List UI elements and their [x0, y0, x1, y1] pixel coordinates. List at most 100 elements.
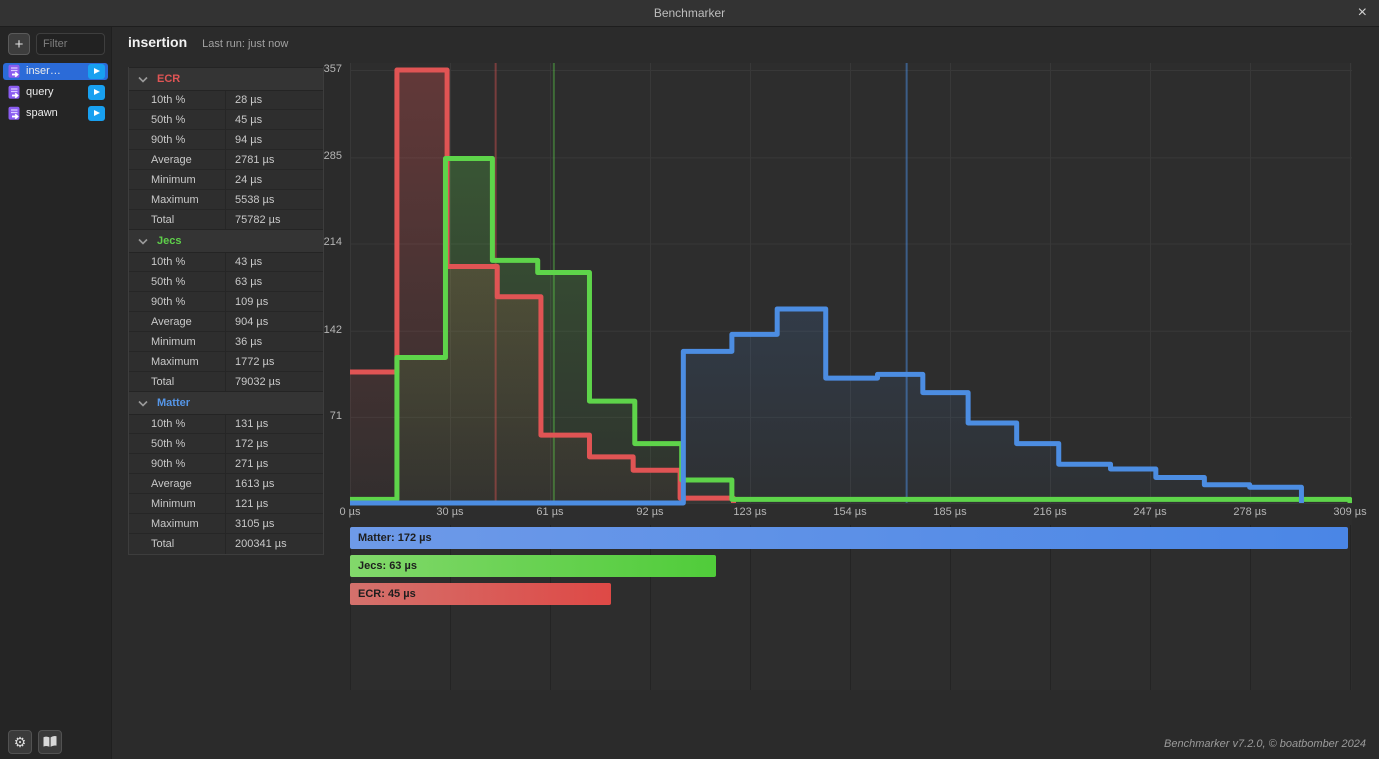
- stat-row: Total 75782 µs: [129, 210, 323, 230]
- x-tick-label: 0 µs: [339, 506, 361, 518]
- stat-label: 50th %: [129, 434, 226, 454]
- stats-panel: ECR 10th % 28 µs 50th % 45 µs 90th % 94 µs Aver…: [128, 67, 324, 555]
- stat-value: 94 µs: [235, 134, 263, 146]
- settings-button[interactable]: ⚙: [8, 730, 32, 754]
- stat-row: Average 904 µs: [129, 312, 323, 332]
- x-tick-label: 278 µs: [1233, 506, 1267, 518]
- stat-row: 90th % 109 µs: [129, 292, 323, 312]
- stat-label: 90th %: [129, 292, 226, 312]
- y-axis: 357 285 214 142 71: [296, 63, 346, 503]
- y-tick-label: 214: [323, 236, 342, 249]
- stat-row: Maximum 5538 µs: [129, 190, 323, 210]
- stat-row: 90th % 94 µs: [129, 130, 323, 150]
- stat-row: 50th % 172 µs: [129, 434, 323, 454]
- filter-input[interactable]: [36, 33, 105, 55]
- stat-label: Minimum: [129, 170, 226, 190]
- y-tick-label: 285: [323, 150, 342, 163]
- stat-label: Total: [129, 372, 226, 392]
- stat-label: 50th %: [129, 110, 226, 130]
- stat-label: Minimum: [129, 494, 226, 514]
- close-icon[interactable]: ×: [1357, 4, 1367, 21]
- stat-row: 90th % 271 µs: [129, 454, 323, 474]
- last-run-status: Last run: just now: [202, 38, 289, 50]
- sidebar: + inser… query spawn ⚙: [0, 27, 112, 759]
- stat-row: Maximum 3105 µs: [129, 514, 323, 534]
- chevron-down-icon: [138, 238, 148, 245]
- stat-value: 28 µs: [235, 94, 263, 106]
- stat-value: 271 µs: [235, 458, 269, 470]
- sidebar-item-query[interactable]: query: [3, 84, 108, 101]
- play-icon: [94, 89, 100, 95]
- stat-label: 10th %: [129, 252, 226, 272]
- chevron-down-icon: [138, 76, 148, 83]
- y-tick-label: 142: [323, 323, 342, 336]
- stat-label: Total: [129, 534, 226, 554]
- median-bar-matter: Matter: 172 µs: [350, 527, 1348, 549]
- stat-value: 109 µs: [235, 296, 269, 308]
- docs-button[interactable]: [38, 730, 62, 754]
- run-benchmark-button[interactable]: [88, 85, 105, 100]
- page-title: insertion: [128, 34, 188, 50]
- stat-value: 121 µs: [235, 498, 269, 510]
- series-line-jecs: [350, 156, 1352, 503]
- stat-row: Total 200341 µs: [129, 534, 323, 554]
- sidebar-item-spawn[interactable]: spawn: [3, 105, 108, 122]
- x-tick-label: 30 µs: [436, 506, 464, 518]
- gear-icon: ⚙: [13, 734, 27, 750]
- series-fill-jecs: [350, 158, 1350, 503]
- x-tick-label: 123 µs: [733, 506, 767, 518]
- stat-value: 2781 µs: [235, 154, 275, 166]
- benchmark-list: inser… query spawn: [0, 63, 111, 126]
- stat-row: 10th % 131 µs: [129, 414, 323, 434]
- stat-label: Maximum: [129, 190, 226, 210]
- stat-row: 50th % 63 µs: [129, 272, 323, 292]
- stat-label: 90th %: [129, 454, 226, 474]
- stat-value: 131 µs: [235, 418, 269, 430]
- stat-label: 90th %: [129, 130, 226, 150]
- section-name: Matter: [157, 397, 191, 409]
- sidebar-item-inser[interactable]: inser…: [3, 63, 108, 80]
- section-header-ecr[interactable]: ECR: [129, 68, 323, 90]
- x-tick-label: 154 µs: [833, 506, 867, 518]
- stat-label: 10th %: [129, 90, 226, 110]
- stat-row: Maximum 1772 µs: [129, 352, 323, 372]
- histogram-chart: 0 µs 30 µs 61 µs 92 µs 123 µs 154 µs 185 µs 216…: [339, 63, 1367, 690]
- run-benchmark-button[interactable]: [88, 64, 105, 79]
- stat-value: 5538 µs: [235, 194, 275, 206]
- stat-value: 1613 µs: [235, 478, 275, 490]
- add-benchmark-button[interactable]: +: [8, 33, 30, 55]
- stat-row: Minimum 24 µs: [129, 170, 323, 190]
- stat-label: Minimum: [129, 332, 226, 352]
- run-benchmark-button[interactable]: [88, 106, 105, 121]
- stat-row: 10th % 43 µs: [129, 252, 323, 272]
- section-header-matter[interactable]: Matter: [129, 392, 323, 414]
- benchmark-label: inser…: [26, 65, 61, 77]
- stat-label: Average: [129, 474, 226, 494]
- stat-value: 79032 µs: [235, 376, 281, 388]
- median-bar-label: ECR: 45 µs: [358, 588, 416, 600]
- series-line-matter: [350, 306, 1304, 506]
- benchmark-label: query: [26, 86, 54, 98]
- stat-label: Average: [129, 312, 226, 332]
- median-bar-jecs: Jecs: 63 µs: [350, 555, 716, 577]
- stat-value: 172 µs: [235, 438, 269, 450]
- stat-value: 63 µs: [235, 276, 263, 288]
- stat-row: Average 2781 µs: [129, 150, 323, 170]
- x-tick-label: 185 µs: [933, 506, 967, 518]
- stat-row: Minimum 121 µs: [129, 494, 323, 514]
- stat-row: 50th % 45 µs: [129, 110, 323, 130]
- series-fill-matter: [350, 308, 1302, 503]
- play-icon: [94, 110, 100, 116]
- chevron-down-icon: [138, 400, 148, 407]
- script-icon: [7, 85, 22, 100]
- section-header-jecs[interactable]: Jecs: [129, 230, 323, 252]
- stat-label: Maximum: [129, 514, 226, 534]
- stat-value: 3105 µs: [235, 518, 275, 530]
- window-title: Benchmarker: [653, 6, 726, 20]
- play-icon: [94, 68, 100, 74]
- x-tick-label: 216 µs: [1033, 506, 1067, 518]
- x-tick-label: 247 µs: [1133, 506, 1167, 518]
- version-credit: Benchmarker v7.2.0, © boatbomber 2024: [1164, 738, 1366, 750]
- section-name: ECR: [157, 73, 181, 85]
